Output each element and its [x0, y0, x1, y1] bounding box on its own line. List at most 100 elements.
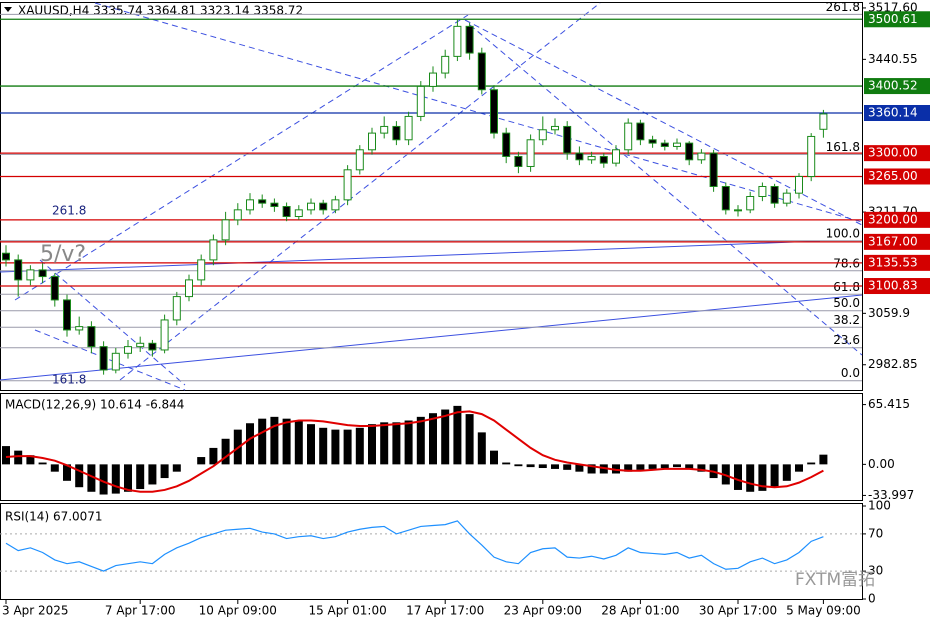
fib-label: 161.8 — [826, 140, 860, 154]
candle-body — [124, 346, 132, 354]
candle-body — [721, 185, 730, 211]
candle-body — [746, 196, 755, 211]
macd-bar — [307, 424, 315, 465]
macd-bar — [587, 464, 596, 474]
macd-bar — [294, 421, 303, 465]
macd-bar — [331, 429, 340, 465]
macd-bar — [50, 464, 59, 472]
fib-label: 0.0 — [841, 366, 860, 380]
candle-body — [87, 326, 96, 348]
x-tick-label: 17 Apr 17:00 — [406, 604, 484, 618]
macd-bar — [770, 464, 779, 488]
y-tick-label: 2982.85 — [868, 357, 918, 371]
candle-body — [319, 202, 328, 211]
candle-body — [38, 269, 47, 278]
candle-body — [453, 25, 462, 57]
price-box — [864, 168, 930, 185]
macd-bar — [660, 464, 669, 469]
candle-body — [63, 299, 71, 331]
macd-bar — [246, 423, 254, 465]
candle-body — [465, 25, 474, 54]
macd-bar — [734, 464, 742, 490]
candle-body — [26, 269, 35, 281]
macd-bar — [758, 464, 767, 491]
candle-body — [270, 202, 279, 208]
fib-label: 100.0 — [826, 226, 860, 240]
candle-body — [734, 209, 742, 212]
menu-arrow[interactable] — [4, 7, 12, 12]
trend-lines — [0, 2, 863, 391]
macd-bar — [355, 427, 364, 465]
annotation: 261.8 — [52, 204, 86, 218]
x-tick-label: 3 Apr 2025 — [2, 604, 69, 618]
candle-body — [599, 155, 608, 164]
candle-body — [770, 185, 779, 204]
macd-bar — [819, 454, 828, 465]
candle-body — [612, 149, 620, 164]
annotation: 161.8 — [52, 373, 86, 387]
candle-body — [795, 175, 803, 194]
x-tick-label: 23 Apr 09:00 — [504, 604, 582, 618]
candle-body — [575, 152, 584, 161]
macd-bar — [258, 418, 267, 465]
candle-body — [221, 219, 230, 241]
candle-body — [294, 209, 303, 218]
macd-bar — [685, 464, 694, 469]
candle-body — [185, 279, 193, 298]
macd-bar — [477, 432, 486, 465]
macd-bar — [148, 464, 157, 485]
price-box-label: 3135.53 — [868, 255, 918, 269]
candle-body — [75, 326, 84, 331]
macd-bar — [270, 416, 279, 465]
candle-body — [136, 342, 145, 348]
candle-body — [636, 122, 645, 141]
y-tick-label: 0.00 — [868, 457, 895, 471]
y-tick-label: 3059.9 — [868, 306, 910, 320]
macd-bar — [514, 464, 523, 467]
macd-bar — [111, 464, 120, 494]
macd-bar — [441, 409, 450, 465]
macd-bar — [197, 457, 206, 465]
candle-body — [587, 155, 596, 161]
fib-label: 261.8 — [826, 0, 860, 14]
macd-bar — [343, 429, 352, 465]
candle-body — [819, 113, 828, 130]
watermark: FXTM富拓 — [795, 570, 875, 590]
y-tick-label: 70 — [868, 526, 883, 540]
fib-label: 61.8 — [833, 280, 860, 294]
candle-body — [526, 139, 535, 167]
macd-bar — [538, 464, 547, 469]
candle-body — [563, 125, 572, 154]
price-box — [864, 211, 930, 228]
candle-body — [538, 129, 547, 141]
macd-bar — [14, 450, 23, 465]
candle-body — [502, 132, 511, 157]
candle-body — [307, 202, 315, 211]
macd-bar — [453, 405, 462, 465]
chart-header: XAUUSD,H4 3335.74 3364.81 3323.14 3358.7… — [18, 4, 303, 18]
macd-bar — [697, 464, 706, 472]
candle-body — [233, 209, 242, 221]
macd-bar — [136, 464, 145, 490]
candle-body — [404, 115, 413, 141]
price-box-label: 3167.00 — [868, 234, 918, 248]
price-pane — [0, 2, 863, 391]
macd-bar — [209, 447, 218, 465]
candle-body — [282, 206, 291, 218]
candle-body — [99, 346, 108, 371]
macd-bar — [87, 464, 96, 492]
candle-body — [429, 72, 437, 87]
macd-bar — [63, 464, 71, 481]
candle-body — [246, 199, 254, 211]
y-tick-label: 100 — [868, 499, 891, 513]
candle-body — [160, 319, 169, 351]
candle-body — [807, 135, 816, 177]
price-box-label: 3200.00 — [868, 212, 918, 226]
macd-bar — [99, 464, 108, 495]
macd-bar — [392, 422, 401, 465]
macd-bar — [807, 462, 816, 465]
macd-bar — [282, 418, 291, 465]
x-tick-label: 15 Apr 01:00 — [308, 604, 386, 618]
macd-signal — [5, 410, 824, 493]
